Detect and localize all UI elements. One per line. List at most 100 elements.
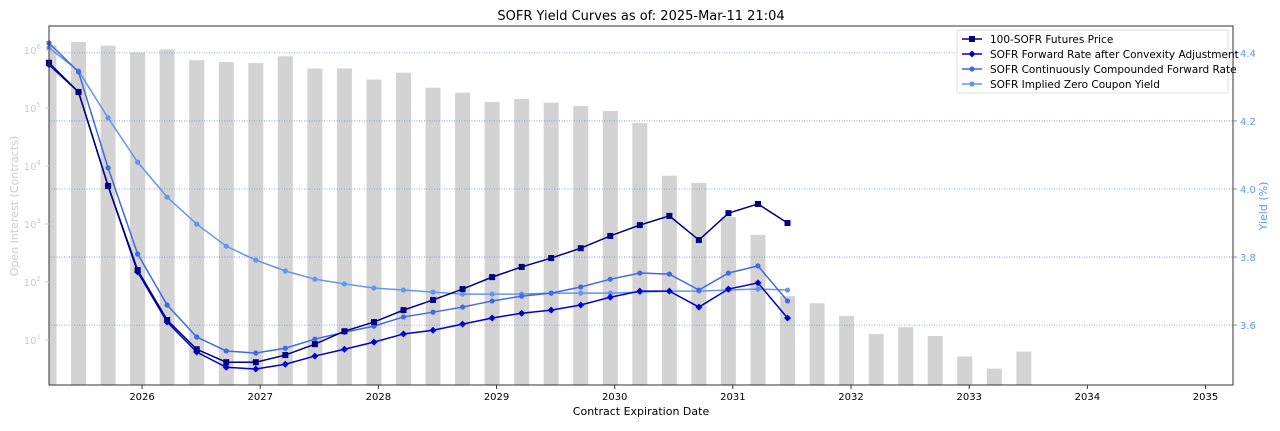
legend-label: 100-SOFR Futures Price (990, 34, 1113, 46)
series-line (48, 62, 788, 363)
chart-title: SOFR Yield Curves as of: 2025-Mar-11 21:… (497, 9, 784, 24)
left-y-axis: 101 102 103 104 105 106 (24, 43, 49, 347)
legend-label: SOFR Implied Zero Coupon Yield (990, 79, 1160, 91)
data-point (194, 334, 200, 340)
data-point (754, 279, 762, 287)
data-point (754, 200, 761, 207)
data-point (164, 317, 171, 324)
data-point (282, 352, 289, 359)
data-point (429, 326, 437, 334)
open-interest-bar (1016, 351, 1032, 385)
open-interest-bar (514, 99, 530, 386)
data-point (253, 350, 259, 356)
data-point (340, 345, 348, 353)
data-point (724, 285, 732, 293)
data-point (253, 257, 259, 263)
open-interest-bar (602, 110, 618, 386)
data-point (400, 287, 407, 293)
data-point (665, 287, 673, 295)
data-point (695, 303, 703, 311)
open-interest-bar (839, 315, 855, 385)
right-tick-label: 3.6 (1240, 321, 1256, 332)
x-tick-label: 2034 (1075, 392, 1100, 403)
data-point (252, 359, 259, 366)
x-tick-label: 2029 (484, 392, 509, 403)
data-point (547, 306, 555, 314)
open-interest-bar (898, 327, 914, 385)
open-interest-bar (927, 335, 943, 385)
data-point (636, 222, 643, 229)
data-point (578, 284, 584, 290)
series-line (48, 42, 789, 354)
x-tick-label: 2026 (129, 392, 154, 403)
data-point (135, 251, 141, 257)
data-point (636, 287, 644, 295)
data-point (281, 360, 289, 368)
left-tick-label: 106 (24, 43, 42, 57)
legend-box (956, 29, 1229, 94)
data-point (341, 328, 348, 335)
data-point (696, 287, 702, 293)
data-point (489, 298, 495, 304)
open-interest-bar (661, 175, 677, 385)
data-point (134, 266, 141, 273)
open-interest-bar (986, 368, 1002, 385)
data-point (755, 263, 761, 269)
data-point (164, 302, 170, 308)
legend-marker (969, 66, 975, 72)
x-axis-label: Contract Expiration Date (573, 405, 710, 418)
x-axis: 2026 2027 2028 2029 2030 2031 2032 2033 2034 2035 (129, 385, 1218, 403)
data-point (75, 89, 82, 96)
open-interest-bars (49, 41, 1032, 386)
legend-item: 100-SOFR Futures Price (962, 34, 1113, 46)
data-point (105, 165, 111, 171)
open-interest-bar (780, 296, 796, 385)
data-point (312, 276, 318, 282)
open-interest-bar (71, 41, 87, 386)
data-point (459, 286, 466, 293)
data-point (311, 352, 319, 360)
open-interest-bar (691, 182, 707, 385)
left-tick-label: 101 (24, 333, 41, 347)
data-point (459, 291, 466, 297)
data-point (252, 365, 260, 373)
data-point (400, 314, 407, 320)
data-point (607, 232, 614, 239)
data-point (223, 359, 230, 366)
data-point (430, 296, 437, 303)
data-point (105, 115, 111, 121)
x-tick-label: 2027 (247, 392, 272, 403)
data-point (755, 286, 761, 292)
data-point (519, 293, 525, 299)
left-tick-label: 105 (24, 101, 41, 115)
right-tick-label: 4.4 (1240, 49, 1256, 60)
open-interest-bar (632, 123, 648, 385)
x-tick-label: 2033 (956, 392, 981, 403)
open-interest-bar (484, 102, 500, 386)
open-interest-bar (130, 52, 146, 385)
data-point (75, 69, 82, 75)
left-tick-label: 104 (24, 159, 42, 173)
open-interest-bar (750, 234, 766, 385)
data-point (194, 221, 200, 227)
data-point (784, 220, 791, 227)
data-point (578, 290, 584, 296)
data-point (370, 319, 377, 326)
data-point (311, 341, 318, 348)
open-interest-bar (248, 63, 264, 385)
open-interest-bar (395, 72, 411, 385)
data-point (312, 336, 318, 342)
x-tick-label: 2028 (366, 392, 391, 403)
open-interest-bar (159, 49, 175, 386)
data-point (193, 346, 200, 353)
x-tick-label: 2031 (720, 392, 745, 403)
data-point (341, 281, 348, 287)
data-point (400, 307, 407, 314)
data-point (518, 263, 525, 270)
legend-item: SOFR Implied Zero Coupon Yield (962, 79, 1160, 91)
right-tick-label: 4.2 (1240, 117, 1256, 128)
open-interest-bar (307, 68, 323, 386)
open-interest-bar (218, 62, 234, 385)
open-interest-bar (100, 45, 116, 385)
open-interest-bar (425, 87, 441, 386)
